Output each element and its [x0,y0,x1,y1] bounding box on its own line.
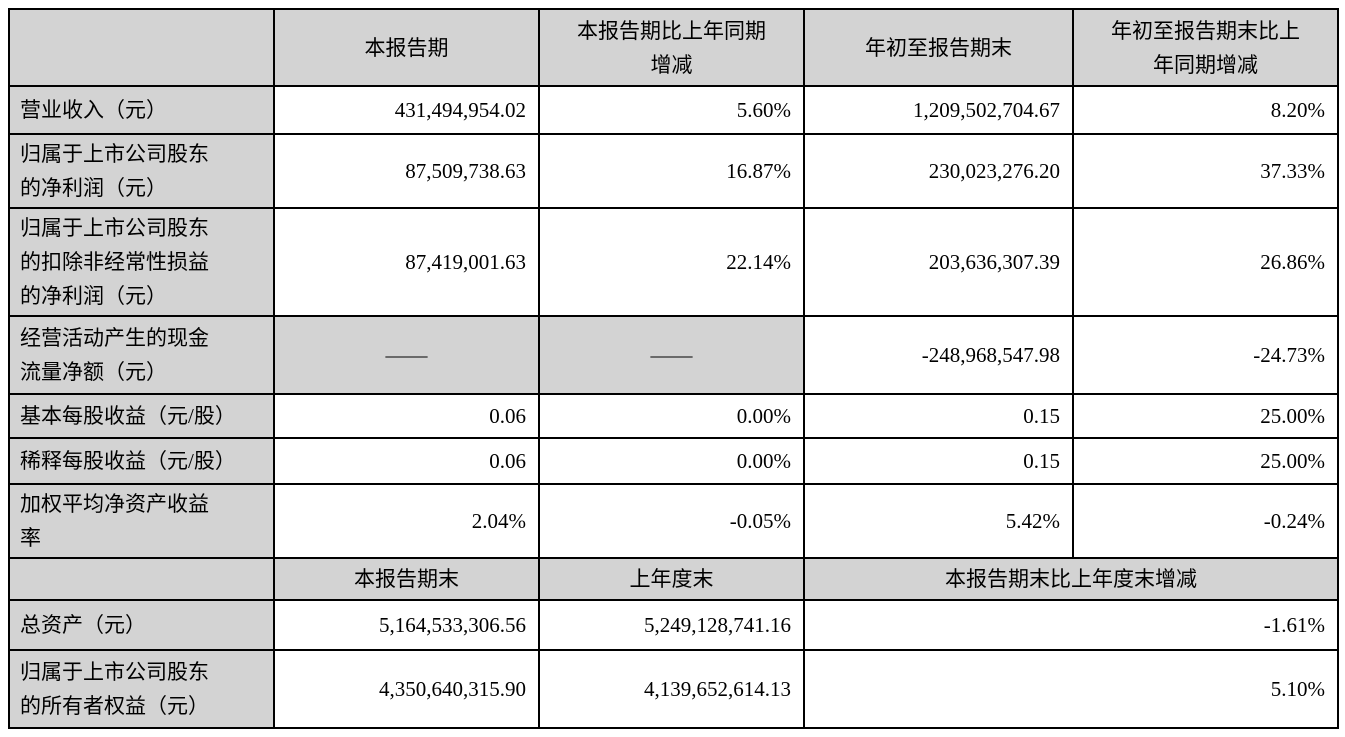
total-assets-label: 总资产（元） [8,599,275,651]
net-profit-label: 归属于上市公司股东 的净利润（元） [8,133,275,209]
total-assets-end-of-period: 5,164,533,306.56 [273,599,540,651]
net-profit-current-period-yoy: 16.87% [538,133,805,209]
table-row-diluted-eps: 稀释每股收益（元/股） 0.06 0.00% 0.15 25.00% [8,437,1339,485]
diluted-eps-label: 稀释每股收益（元/股） [8,437,275,485]
shareholders-equity-label: 归属于上市公司股东 的所有者权益（元） [8,649,275,729]
weighted-roe-ytd: 5.42% [803,483,1074,559]
header-ytd: 年初至报告期末 [803,8,1074,87]
weighted-roe-current-period: 2.04% [273,483,540,559]
diluted-eps-current-period-yoy: 0.00% [538,437,805,485]
shareholders-equity-end-of-period: 4,350,640,315.90 [273,649,540,729]
header-corner-blank [8,8,275,87]
revenue-label: 营业收入（元） [8,85,275,135]
table-row-basic-eps: 基本每股收益（元/股） 0.06 0.00% 0.15 25.00% [8,393,1339,439]
net-profit-ytd: 230,023,276.20 [803,133,1074,209]
revenue-ytd-yoy: 8.20% [1072,85,1339,135]
table-row-weighted-roe: 加权平均净资产收益 率 2.04% -0.05% 5.42% -0.24% [8,483,1339,559]
basic-eps-ytd: 0.15 [803,393,1074,439]
diluted-eps-ytd: 0.15 [803,437,1074,485]
diluted-eps-current-period: 0.06 [273,437,540,485]
total-assets-change: -1.61% [803,599,1339,651]
net-profit-deducted-ytd-yoy: 26.86% [1072,207,1339,317]
header-current-period: 本报告期 [273,8,540,87]
table-row-net-profit-deducted: 归属于上市公司股东 的扣除非经常性损益 的净利润（元） 87,419,001.6… [8,207,1339,317]
table-row-revenue: 营业收入（元） 431,494,954.02 5.60% 1,209,502,7… [8,85,1339,135]
operating-cash-flow-ytd-yoy: -24.73% [1072,315,1339,395]
shareholders-equity-change: 5.10% [803,649,1339,729]
revenue-current-period-yoy: 5.60% [538,85,805,135]
basic-eps-current-period-yoy: 0.00% [538,393,805,439]
table-row-net-profit: 归属于上市公司股东 的净利润（元） 87,509,738.63 16.87% 2… [8,133,1339,209]
table-row-total-assets: 总资产（元） 5,164,533,306.56 5,249,128,741.16… [8,599,1339,651]
net-profit-deducted-current-period: 87,419,001.63 [273,207,540,317]
header-row-1: 本报告期 本报告期比上年同期 增减 年初至报告期末 年初至报告期末比上 年同期增… [8,8,1339,87]
revenue-current-period: 431,494,954.02 [273,85,540,135]
weighted-roe-label: 加权平均净资产收益 率 [8,483,275,559]
basic-eps-label: 基本每股收益（元/股） [8,393,275,439]
table-row-operating-cash-flow: 经营活动产生的现金 流量净额（元） —— —— -248,968,547.98 … [8,315,1339,395]
header-change-vs-prior-year-end: 本报告期末比上年度末增减 [803,557,1339,601]
header-end-of-period: 本报告期末 [273,557,540,601]
operating-cash-flow-current-period: —— [273,315,540,395]
weighted-roe-current-period-yoy: -0.05% [538,483,805,559]
operating-cash-flow-label: 经营活动产生的现金 流量净额（元） [8,315,275,395]
net-profit-deducted-ytd: 203,636,307.39 [803,207,1074,317]
total-assets-end-of-prior-year: 5,249,128,741.16 [538,599,805,651]
weighted-roe-ytd-yoy: -0.24% [1072,483,1339,559]
header-end-of-prior-year: 上年度末 [538,557,805,601]
header-current-period-yoy: 本报告期比上年同期 增减 [538,8,805,87]
operating-cash-flow-ytd: -248,968,547.98 [803,315,1074,395]
header-row-2: 本报告期末 上年度末 本报告期末比上年度末增减 [8,557,1339,601]
shareholders-equity-end-of-prior-year: 4,139,652,614.13 [538,649,805,729]
net-profit-ytd-yoy: 37.33% [1072,133,1339,209]
header-ytd-yoy: 年初至报告期末比上 年同期增减 [1072,8,1339,87]
table-row-shareholders-equity: 归属于上市公司股东 的所有者权益（元） 4,350,640,315.90 4,1… [8,649,1339,729]
operating-cash-flow-current-period-yoy: —— [538,315,805,395]
net-profit-deducted-current-period-yoy: 22.14% [538,207,805,317]
diluted-eps-ytd-yoy: 25.00% [1072,437,1339,485]
revenue-ytd: 1,209,502,704.67 [803,85,1074,135]
net-profit-current-period: 87,509,738.63 [273,133,540,209]
net-profit-deducted-label: 归属于上市公司股东 的扣除非经常性损益 的净利润（元） [8,207,275,317]
basic-eps-ytd-yoy: 25.00% [1072,393,1339,439]
key-financials-table: 本报告期 本报告期比上年同期 增减 年初至报告期末 年初至报告期末比上 年同期增… [8,8,1339,729]
basic-eps-current-period: 0.06 [273,393,540,439]
header2-corner-blank [8,557,275,601]
